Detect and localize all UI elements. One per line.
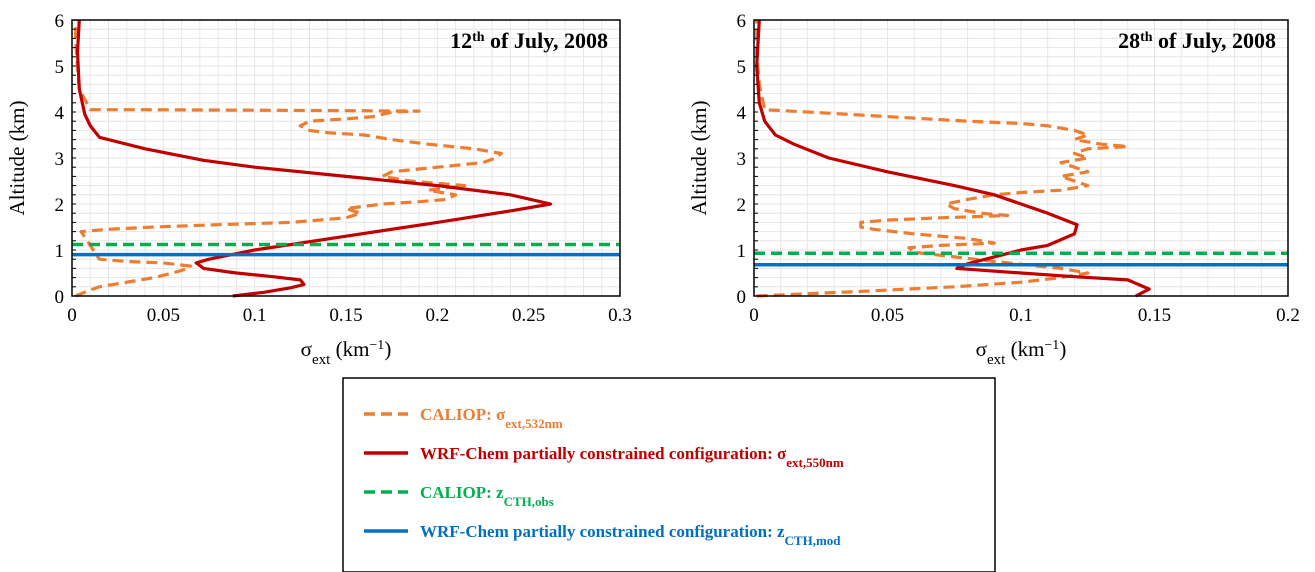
y-tick-label: 0: [55, 287, 65, 308]
chart-title: 12th of July, 2008: [450, 28, 608, 53]
series-wrf-ext-line: [755, 19, 1151, 298]
y-tick-label: 0: [737, 287, 747, 308]
legend-box: [342, 377, 996, 572]
legend-label-wrf-cth: WRF-Chem partially constrained configura…: [420, 522, 841, 548]
x-axis-label: σext (km−1): [976, 337, 1067, 368]
y-tick-label: 6: [55, 11, 65, 32]
series-caliop-ext-line: [755, 20, 1130, 298]
x-tick-label: 0.15: [329, 305, 362, 326]
series-caliop-ext-line: [74, 20, 503, 298]
x-tick-label: 0.25: [512, 305, 545, 326]
x-tick-label: 0.05: [147, 305, 180, 326]
y-axis-label: Altitude (km): [5, 101, 29, 216]
x-tick-label: 0.1: [1009, 305, 1033, 326]
series-wrf-ext-line: [75, 19, 553, 298]
y-tick-label: 1: [55, 241, 65, 262]
x-tick-label: 0: [67, 305, 77, 326]
y-tick-label: 1: [737, 241, 747, 262]
chart-title: 28th of July, 2008: [1118, 28, 1276, 53]
y-axis-label: Altitude (km): [687, 101, 711, 216]
y-tick-label: 3: [737, 149, 747, 170]
x-tick-label: 0.15: [1138, 305, 1171, 326]
y-tick-label: 5: [55, 57, 65, 78]
legend-label-caliop-ext: CALIOP: σext,532nm: [420, 405, 563, 431]
x-axis-label: σext (km−1): [301, 337, 392, 368]
x-tick-label: 0.1: [243, 305, 267, 326]
legend: CALIOP: σext,532nm WRF-Chem partially con…: [342, 377, 996, 572]
x-tick-label: 0.3: [608, 305, 632, 326]
y-tick-label: 2: [55, 195, 65, 216]
chart-12-july: 0 0.05 0.1 0.15 0.2 0.25 0.3 0 1 2 3 4 5 6 12th of Jul…: [5, 11, 632, 368]
y-tick-label: 4: [55, 103, 65, 124]
x-tick-label: 0.2: [1276, 305, 1300, 326]
y-tick-label: 2: [737, 195, 747, 216]
y-tick-label: 4: [737, 103, 747, 124]
y-tick-label: 6: [737, 11, 747, 32]
x-tick-label: 0.2: [425, 305, 449, 326]
x-tick-label: 0: [749, 305, 759, 326]
x-tick-label: 0.05: [871, 305, 904, 326]
y-tick-label: 3: [55, 149, 65, 170]
y-tick-label: 5: [737, 57, 747, 78]
legend-label-wrf-ext: WRF-Chem partially constrained configura…: [420, 444, 844, 470]
chart-28-july: 0 0.05 0.1 0.15 0.2 0 1 2 3 4 5 6 28th of July, 2008…: [687, 11, 1300, 368]
legend-label-caliop-cth: CALIOP: zCTH,obs: [420, 483, 554, 509]
